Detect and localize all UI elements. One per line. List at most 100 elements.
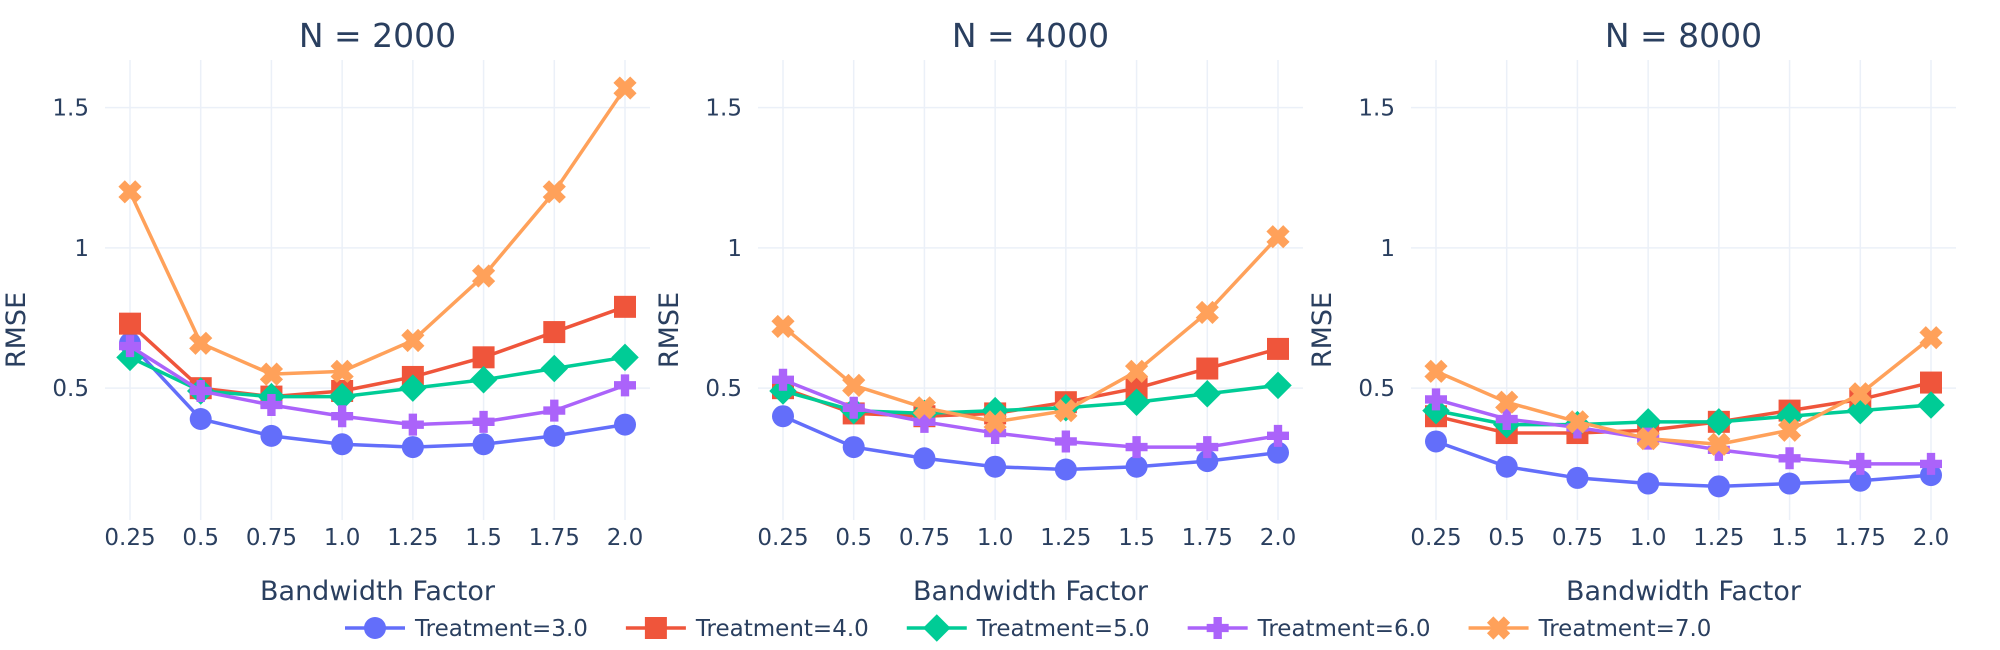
data-point <box>614 413 636 436</box>
data-point <box>1849 469 1872 492</box>
data-point <box>471 264 496 288</box>
panel-title: N = 8000 <box>1605 16 1762 55</box>
x-tick-label: 1.0 <box>1630 525 1667 551</box>
series-line <box>1435 439 1932 489</box>
x-tick-label: 1.75 <box>1835 525 1886 551</box>
x-tick-label: 0.25 <box>1410 525 1461 551</box>
x-tick-label: 0.75 <box>899 525 950 551</box>
y-tick-label: 1 <box>1380 236 1395 262</box>
data-point <box>1193 380 1222 408</box>
data-point <box>1195 300 1219 325</box>
data-point <box>543 321 566 344</box>
legend-label: Treatment=7.0 <box>1538 616 1712 642</box>
data-point <box>1634 408 1662 436</box>
data-point <box>1196 357 1219 380</box>
legend-item: Treatment=6.0 <box>1187 616 1431 642</box>
y-tick-label: 1.5 <box>52 96 89 122</box>
data-point <box>1566 466 1589 489</box>
data-point <box>1054 458 1077 481</box>
data-point <box>1846 396 1875 425</box>
legend-item: Treatment=4.0 <box>625 616 869 642</box>
data-point <box>1636 427 1660 451</box>
x-axis-label: Bandwidth Factor <box>913 576 1149 607</box>
data-point <box>401 328 425 353</box>
data-point <box>611 343 639 372</box>
series-line <box>1435 397 1931 466</box>
x-tick-label: 1.5 <box>1771 525 1808 551</box>
y-axis-label: RMSE <box>1307 292 1338 368</box>
data-point <box>1707 475 1730 498</box>
x-axis-label: Bandwidth Factor <box>1566 576 1802 607</box>
data-point <box>614 374 636 397</box>
data-point <box>1919 326 1943 350</box>
x-tick-label: 2.0 <box>1913 525 1950 551</box>
panel-title: N = 4000 <box>952 16 1109 55</box>
y-tick-label: 0.5 <box>1358 376 1395 402</box>
data-point <box>1707 432 1731 456</box>
legend-label: Treatment=3.0 <box>414 616 588 642</box>
data-point <box>1424 359 1448 383</box>
legend-item: Treatment=7.0 <box>1468 616 1712 642</box>
data-point <box>1920 464 1942 487</box>
data-point <box>771 314 795 339</box>
x-tick-label: 0.5 <box>1488 525 1525 551</box>
legend-marker <box>1206 617 1229 639</box>
series-treatment-7-0 <box>118 76 637 386</box>
legend-marker <box>364 617 386 639</box>
series-line <box>128 342 626 449</box>
data-point <box>543 399 566 422</box>
data-point <box>772 405 794 428</box>
data-point <box>983 410 1007 434</box>
x-tick-label: 1.25 <box>1040 525 1091 551</box>
data-point <box>331 405 354 428</box>
legend: Treatment=3.0 Treatment=4.0 Treatment=5.0 T… <box>345 614 1711 642</box>
series-line <box>781 235 1280 424</box>
data-point <box>540 354 569 383</box>
x-tick-label: 1.75 <box>1182 525 1233 551</box>
legend-item: Treatment=3.0 <box>345 616 588 642</box>
data-point <box>1125 377 1148 400</box>
data-point <box>1495 390 1519 414</box>
series-treatment-7-0 <box>771 225 1290 434</box>
x-tick-label: 0.5 <box>835 525 872 551</box>
y-tick-label: 1.5 <box>1358 96 1395 122</box>
data-point <box>330 359 354 383</box>
data-point <box>1264 371 1292 400</box>
data-point <box>1267 337 1289 360</box>
legend-label: Treatment=4.0 <box>695 616 869 642</box>
data-point <box>189 379 212 402</box>
x-tick-label: 1.0 <box>977 525 1014 551</box>
series-treatment-3-0 <box>1425 430 1942 498</box>
data-point <box>1495 455 1518 478</box>
data-point <box>1778 447 1801 470</box>
data-point <box>1196 450 1219 473</box>
x-tick-label: 0.5 <box>182 525 219 551</box>
y-tick-label: 0.5 <box>52 376 89 402</box>
series-line <box>129 344 626 427</box>
data-point <box>472 433 495 456</box>
legend-label: Treatment=5.0 <box>976 616 1150 642</box>
series-treatment-3-0 <box>772 405 1289 481</box>
y-tick-label: 1.5 <box>705 96 742 122</box>
data-point <box>401 436 424 459</box>
panel-1: N = 2000 0.5 1 1.5 0.25 0.5 0.75 1.0 1.25 1.5 1.75… <box>1 16 650 607</box>
y-axis-label: RMSE <box>654 292 685 368</box>
data-point <box>119 312 141 335</box>
data-point <box>1777 418 1802 442</box>
x-tick-label: 1.25 <box>1693 525 1744 551</box>
data-point <box>1196 436 1219 459</box>
data-point <box>1565 410 1590 434</box>
y-tick-label: 0.5 <box>705 376 742 402</box>
data-point <box>842 436 865 459</box>
x-tick-label: 1.0 <box>324 525 361 551</box>
legend-marker <box>1486 616 1511 640</box>
series-treatment-6-0 <box>772 368 1289 459</box>
series-line <box>782 414 1279 472</box>
data-point <box>328 382 356 411</box>
data-point <box>842 373 866 397</box>
data-point <box>613 76 637 100</box>
data-point <box>1425 430 1447 453</box>
panel-2: N = 4000 0.5 1 1.5 0.25 0.5 0.75 1.0 1.25 1.5 1.75… <box>654 16 1303 607</box>
x-axis-label: Bandwidth Factor <box>260 576 496 607</box>
